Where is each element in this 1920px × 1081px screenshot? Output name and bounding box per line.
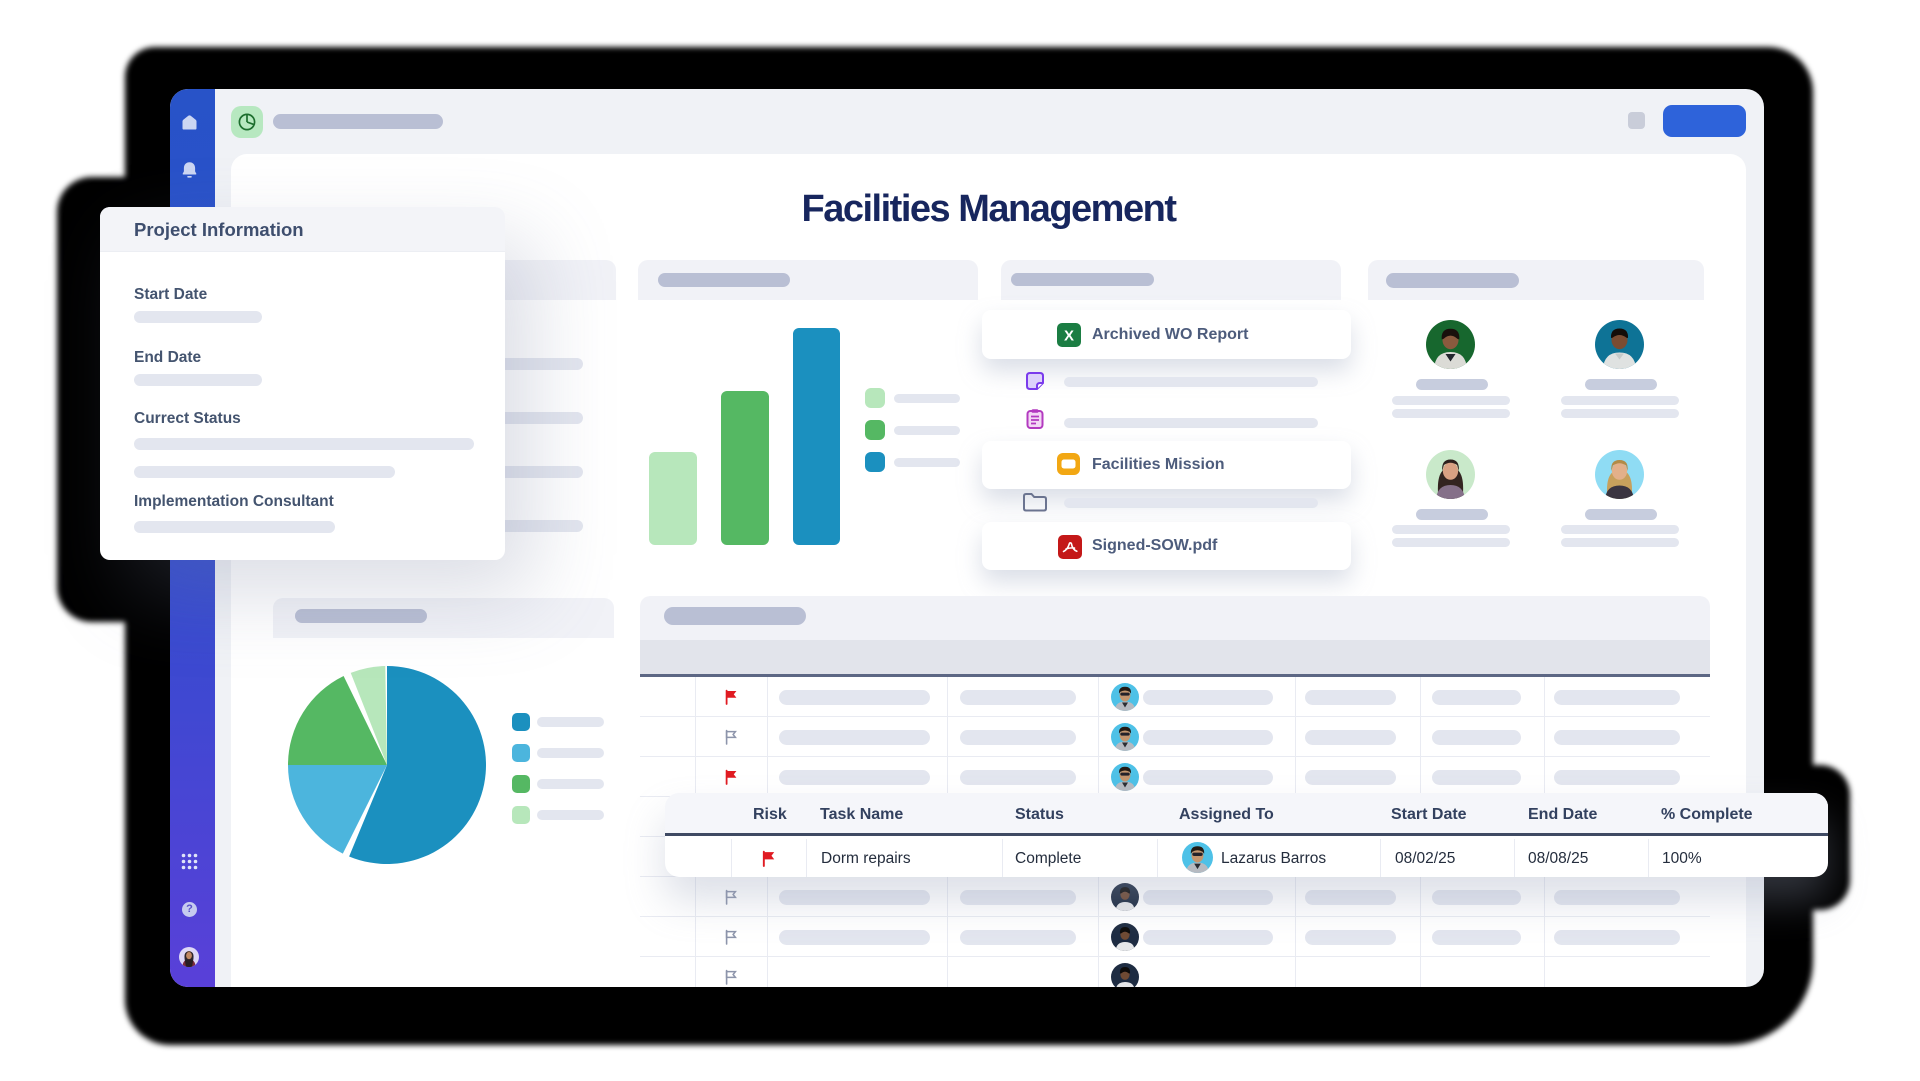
svg-text:X: X bbox=[1064, 328, 1074, 345]
